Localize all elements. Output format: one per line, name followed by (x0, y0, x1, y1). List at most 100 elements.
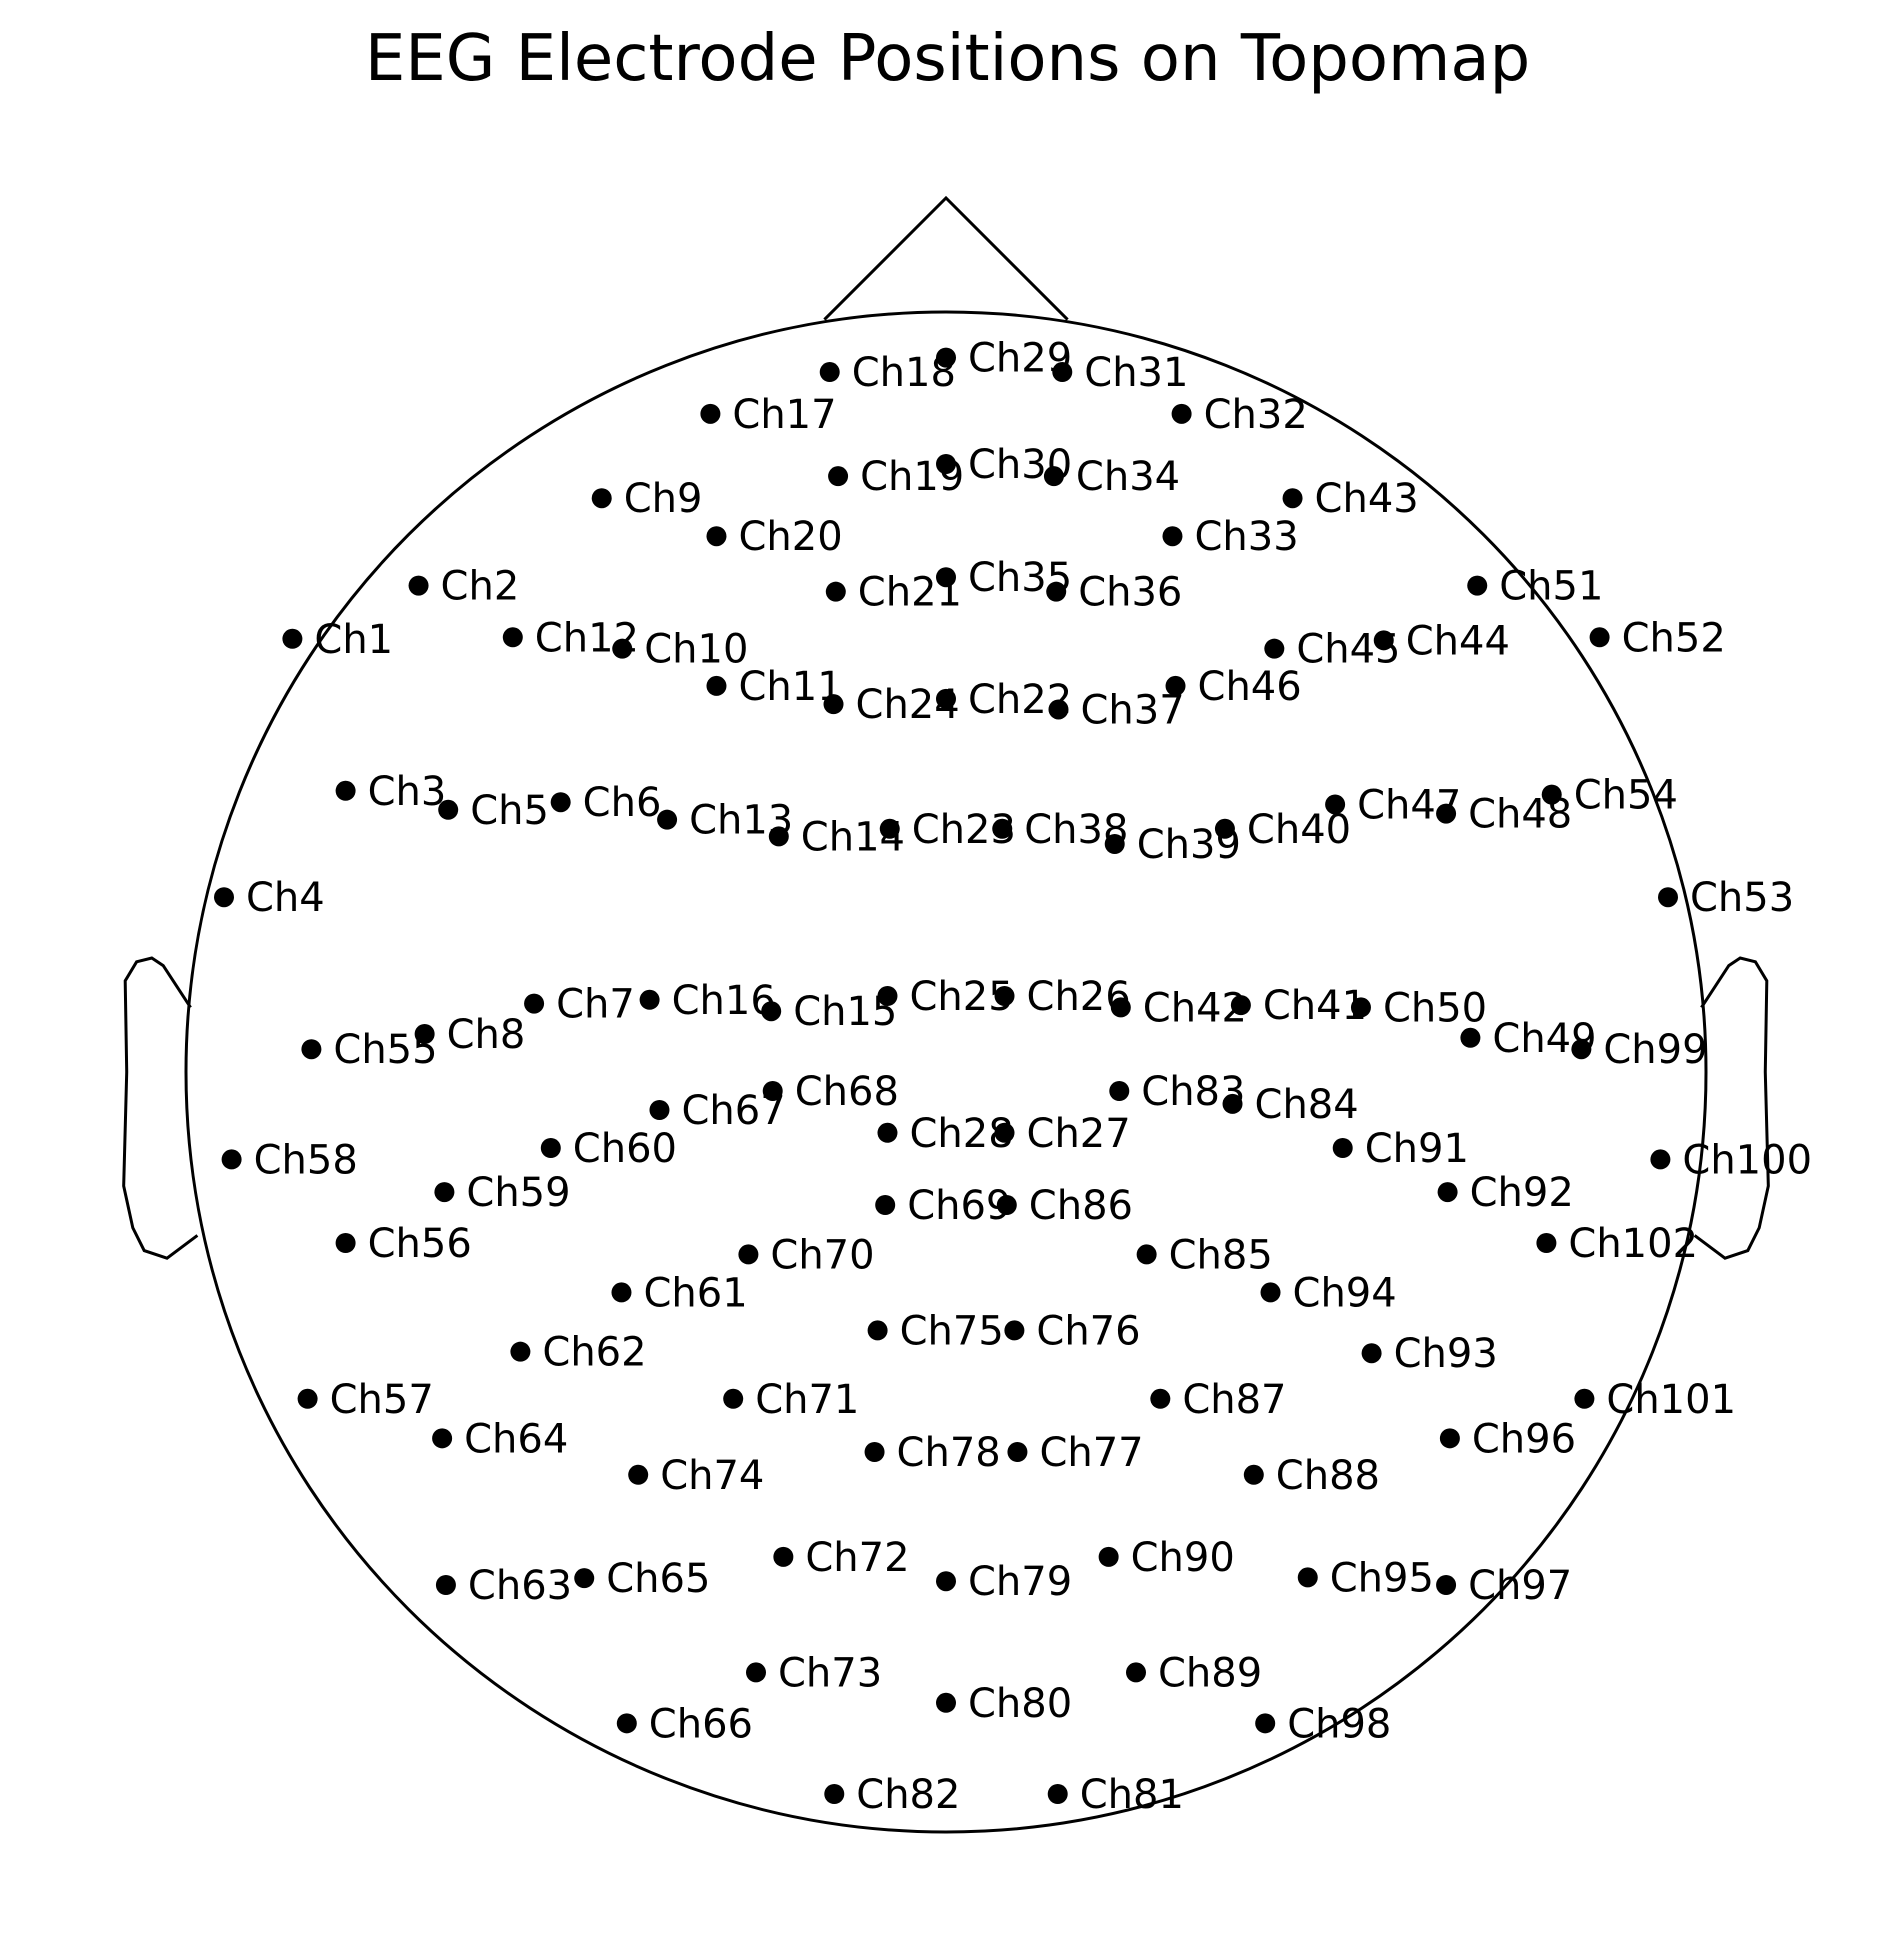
electrode-marker (282, 628, 303, 649)
electrode-label: Ch85 (1169, 1232, 1273, 1278)
electrode-label: Ch66 (649, 1701, 753, 1747)
electrode-ch8: Ch8 (414, 1012, 526, 1058)
electrode-marker (616, 1713, 637, 1734)
electrode-label: Ch102 (1568, 1221, 1698, 1267)
electrode-marker (994, 1122, 1015, 1143)
electrode-ch95: Ch95 (1297, 1555, 1434, 1601)
electrode-label: Ch9 (624, 476, 703, 522)
electrode-marker (936, 454, 956, 474)
electrode-ch45: Ch45 (1264, 627, 1401, 673)
electrode-marker (825, 581, 846, 602)
electrode-label: Ch95 (1330, 1555, 1434, 1601)
electrode-marker (700, 403, 721, 424)
electrode-marker (502, 627, 523, 648)
electrode-marker (1541, 784, 1562, 805)
electrode-label: Ch97 (1468, 1563, 1572, 1609)
right-ear-outline (1693, 956, 1770, 1260)
electrode-ch59: Ch59 (434, 1170, 571, 1216)
electrode-ch63: Ch63 (435, 1563, 572, 1609)
electrode-label: Ch59 (466, 1170, 570, 1216)
electrode-label: Ch62 (542, 1330, 646, 1376)
electrode-ch18: Ch18 (819, 350, 956, 396)
electrode-label: Ch96 (1472, 1416, 1576, 1462)
electrode-ch102: Ch102 (1536, 1221, 1698, 1267)
electrode-marker (1350, 997, 1371, 1018)
electrode-marker (1171, 403, 1192, 424)
electrode-ch29: Ch29 (936, 336, 1072, 382)
electrode-label: Ch94 (1293, 1270, 1397, 1316)
electrode-ch38: Ch38 (992, 807, 1128, 853)
electrode-label: Ch100 (1682, 1137, 1812, 1183)
electrode-marker (574, 1568, 595, 1589)
electrode-label: Ch61 (643, 1270, 747, 1316)
electrode-label: Ch37 (1080, 687, 1184, 733)
electrode-marker (1436, 803, 1457, 824)
electrode-marker (657, 809, 678, 830)
electrode-marker (1004, 1320, 1025, 1341)
electrode-ch74: Ch74 (628, 1453, 764, 1499)
electrode-label: Ch69 (907, 1183, 1011, 1229)
electrode-ch7: Ch7 (524, 982, 635, 1028)
electrode-ch17: Ch17 (700, 392, 837, 438)
electrode-label: Ch8 (447, 1012, 526, 1058)
electrode-marker (550, 792, 571, 813)
electrode-marker (639, 989, 660, 1010)
electrode-label: Ch64 (464, 1416, 568, 1462)
electrode-ch4: Ch4 (214, 875, 325, 921)
electrode-ch9: Ch9 (591, 476, 703, 522)
electrode-marker (1282, 488, 1303, 509)
electrode-ch58: Ch58 (221, 1137, 358, 1183)
electrode-marker (1214, 818, 1235, 839)
electrode-marker (1589, 627, 1610, 648)
electrode-ch52: Ch52 (1589, 615, 1726, 661)
electrode-ch57: Ch57 (297, 1377, 434, 1423)
electrode-ch92: Ch92 (1437, 1170, 1574, 1216)
left-ear-outline (122, 956, 199, 1260)
head-circle (184, 310, 1708, 1834)
electrode-label: Ch44 (1406, 618, 1510, 664)
electrode-ch28: Ch28 (877, 1111, 1014, 1157)
electrode-marker (1361, 1343, 1382, 1364)
electrode-marker (1243, 1464, 1264, 1485)
electrode-ch101: Ch101 (1574, 1377, 1736, 1423)
electrode-ch37: Ch37 (1048, 687, 1185, 733)
electrode-marker (768, 826, 789, 847)
electrode-ch60: Ch60 (540, 1126, 677, 1172)
electrode-marker (824, 1784, 845, 1804)
electrode-marker (1574, 1388, 1595, 1409)
electrode-ch54: Ch54 (1541, 773, 1678, 819)
electrode-ch5: Ch5 (438, 788, 549, 834)
electrode-label: Ch76 (1036, 1308, 1140, 1354)
electrode-label: Ch77 (1039, 1430, 1143, 1476)
electrode-label: Ch43 (1315, 476, 1419, 522)
electrode-ch12: Ch12 (502, 615, 639, 661)
electrode-marker (434, 1182, 455, 1203)
electrode-label: Ch91 (1365, 1126, 1469, 1172)
electrode-marker (936, 1571, 956, 1592)
electrode-marker (1165, 675, 1186, 696)
electrode-label: Ch10 (644, 627, 748, 673)
electrode-ch33: Ch33 (1162, 514, 1299, 560)
electrode-marker (649, 1100, 670, 1120)
electrode-ch24: Ch24 (823, 682, 960, 728)
electrode-marker (1150, 1388, 1171, 1409)
electrode-ch71: Ch71 (723, 1377, 859, 1423)
electrode-marker (297, 1388, 318, 1409)
electrode-label: Ch17 (732, 392, 836, 438)
electrode-label: Ch36 (1078, 570, 1182, 616)
electrode-ch77: Ch77 (1007, 1430, 1144, 1476)
electrode-ch69: Ch69 (875, 1183, 1011, 1229)
electrode-ch65: Ch65 (574, 1556, 710, 1602)
electrode-marker (877, 986, 898, 1006)
electrode-marker (414, 1024, 435, 1044)
electrode-ch15: Ch15 (761, 989, 897, 1035)
electrode-ch91: Ch91 (1332, 1126, 1469, 1172)
electrode-ch81: Ch81 (1047, 1772, 1184, 1818)
electrode-ch72: Ch72 (773, 1535, 910, 1581)
electrode-marker (1650, 1149, 1671, 1170)
electrode-marker (1439, 1428, 1460, 1449)
electrode-label: Ch4 (246, 875, 325, 921)
electrode-label: Ch73 (778, 1650, 882, 1696)
